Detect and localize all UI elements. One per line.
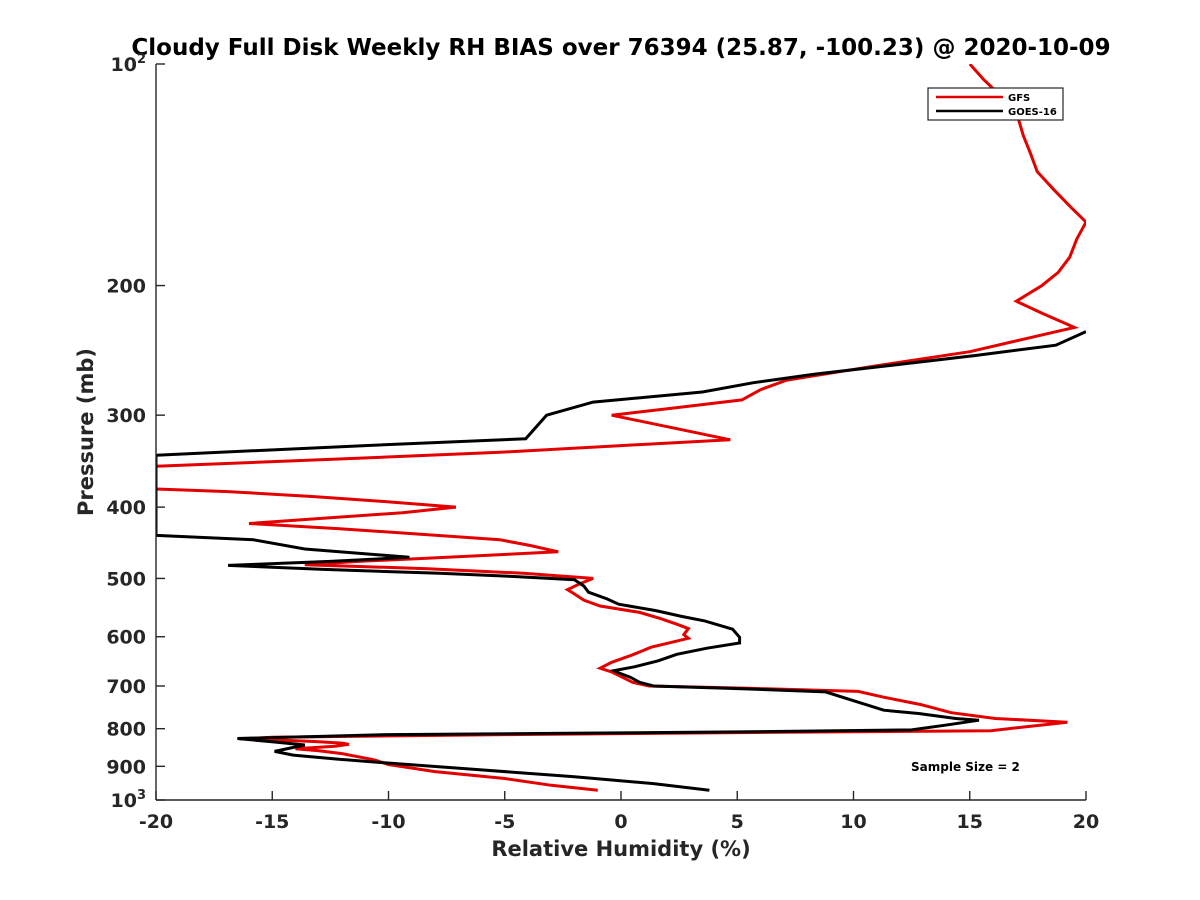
y-tick-label: 700 bbox=[106, 676, 146, 698]
y-tick-label-power: 102 bbox=[111, 52, 147, 76]
y-tick-label: 400 bbox=[106, 497, 146, 519]
legend-label-goes16: GOES-16 bbox=[1008, 107, 1057, 118]
axes-layer bbox=[155, 64, 1086, 801]
series-layer bbox=[156, 64, 1086, 792]
y-tick-label-power: 103 bbox=[111, 788, 147, 812]
x-tick-label: -20 bbox=[139, 811, 173, 833]
y-tick-label: 600 bbox=[106, 627, 146, 649]
x-tick-label: 5 bbox=[731, 811, 744, 833]
legend: GFS GOES-16 bbox=[927, 87, 1064, 121]
x-axis-label: Relative Humidity (%) bbox=[491, 837, 750, 861]
series-line-gfs bbox=[156, 64, 1086, 792]
x-tick-label: -15 bbox=[255, 811, 289, 833]
x-tick-label: 0 bbox=[614, 811, 627, 833]
y-axis-label: Pressure (mb) bbox=[74, 348, 98, 516]
x-tick-label: -5 bbox=[494, 811, 515, 833]
x-tick-label: 10 bbox=[840, 811, 866, 833]
x-tick-label: 20 bbox=[1073, 811, 1099, 833]
legend-label-gfs: GFS bbox=[1008, 93, 1030, 104]
y-tick-label: 300 bbox=[106, 405, 146, 427]
x-ticks: -20 -15 -10 -5 0 5 10 15 20 bbox=[139, 791, 1099, 833]
x-tick-label: 15 bbox=[957, 811, 983, 833]
chart-title: Cloudy Full Disk Weekly RH BIAS over 763… bbox=[131, 35, 1110, 61]
series-line-goes16 bbox=[156, 330, 1086, 792]
y-tick-label: 900 bbox=[106, 756, 146, 778]
y-tick-label: 200 bbox=[106, 276, 146, 298]
sample-size-annotation: Sample Size = 2 bbox=[911, 760, 1020, 774]
y-ticks: 200 300 400 500 600 700 800 900 102 103 bbox=[106, 52, 165, 812]
y-tick-label: 500 bbox=[106, 568, 146, 590]
y-tick-label: 800 bbox=[106, 719, 146, 741]
legend-box bbox=[927, 87, 1064, 121]
x-tick-label: -10 bbox=[371, 811, 405, 833]
